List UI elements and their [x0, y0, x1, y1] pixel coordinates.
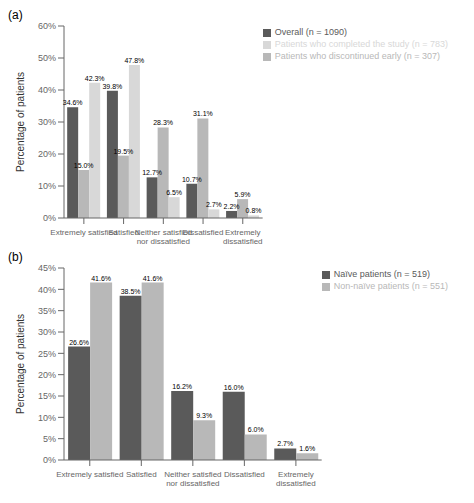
html-text:(b): (b) [8, 250, 23, 264]
svg-text:20%: 20% [38, 149, 56, 159]
svg-text:0%: 0% [43, 455, 56, 465]
svg-text:0%: 0% [43, 213, 56, 223]
svg-text:Extremelydissatisfied: Extremelydissatisfied [223, 228, 263, 246]
svg-text:16.2%: 16.2% [172, 383, 192, 390]
svg-text:Extremely satisfied: Extremely satisfied [56, 470, 123, 479]
svg-text:15%: 15% [38, 391, 56, 401]
html-text:(a): (a) [8, 8, 23, 22]
svg-text:Extremely satisfied: Extremely satisfied [50, 228, 118, 237]
svg-text:41.6%: 41.6% [91, 275, 111, 282]
svg-text:40%: 40% [38, 285, 56, 295]
svg-text:20%: 20% [38, 370, 56, 380]
svg-text:12.7%: 12.7% [142, 169, 162, 176]
svg-text:Neither satisfiednor dissatisf: Neither satisfiednor dissatisfied [164, 470, 221, 488]
html-text:Overall (n = 1090): Overall (n = 1090) [274, 27, 347, 37]
svg-text:Satisfied: Satisfied [108, 228, 139, 237]
svg-text:Extremelydissatisfied: Extremelydissatisfied [276, 470, 316, 488]
html-text:nor dissatisfied: nor dissatisfied [136, 237, 190, 246]
html-text:Neither satisfied: Neither satisfied [134, 228, 192, 237]
svg-text:41.6%: 41.6% [143, 275, 163, 282]
svg-text:40%: 40% [38, 85, 56, 95]
svg-text:Dissatisfied: Dissatisfied [183, 228, 224, 237]
svg-text:45%: 45% [38, 264, 56, 273]
svg-text:30%: 30% [38, 327, 56, 337]
svg-text:Percentage of patients: Percentage of patients [15, 314, 26, 414]
svg-text:10.7%: 10.7% [182, 176, 202, 183]
svg-text:Dissatisfied: Dissatisfied [224, 470, 265, 479]
html-text:Patients who discontinued earl: Patients who discontinued early (n = 307… [274, 51, 440, 61]
svg-text:19.5%: 19.5% [113, 148, 133, 155]
svg-text:28.3%: 28.3% [153, 119, 173, 126]
svg-text:31.1%: 31.1% [193, 110, 213, 117]
svg-text:Satisfied: Satisfied [126, 470, 157, 479]
svg-text:6.5%: 6.5% [166, 189, 182, 196]
svg-text:1.6%: 1.6% [299, 445, 315, 452]
svg-text:Percentage of patients: Percentage of patients [15, 72, 26, 172]
svg-text:26.6%: 26.6% [69, 339, 89, 346]
svg-text:5%: 5% [43, 434, 56, 444]
svg-text:2.2%: 2.2% [224, 203, 240, 210]
svg-text:39.8%: 39.8% [102, 83, 122, 90]
svg-text:47.8%: 47.8% [124, 57, 144, 64]
html-text:Patients who completed the stu: Patients who completed the study (n = 78… [274, 39, 448, 49]
svg-text:42.3%: 42.3% [85, 75, 105, 82]
svg-text:2.7%: 2.7% [277, 440, 293, 447]
svg-text:38.5%: 38.5% [121, 288, 141, 295]
svg-text:35%: 35% [38, 306, 56, 316]
svg-text:50%: 50% [38, 53, 56, 63]
svg-text:10%: 10% [38, 413, 56, 423]
html-text:Naïve patients (n = 519): Naïve patients (n = 519) [333, 269, 430, 279]
svg-text:6.0%: 6.0% [248, 426, 264, 433]
svg-text:2.7%: 2.7% [206, 201, 222, 208]
svg-text:15.0%: 15.0% [74, 162, 94, 169]
svg-text:34.6%: 34.6% [63, 99, 83, 106]
svg-text:30%: 30% [38, 117, 56, 127]
svg-text:60%: 60% [38, 22, 56, 31]
html-text:Non-naïve patients (n = 551): Non-naïve patients (n = 551) [333, 281, 448, 291]
svg-text:10%: 10% [38, 181, 56, 191]
svg-text:25%: 25% [38, 349, 56, 359]
svg-text:9.3%: 9.3% [196, 412, 212, 419]
svg-text:0.8%: 0.8% [246, 207, 262, 214]
svg-text:16.0%: 16.0% [224, 384, 244, 391]
svg-text:5.9%: 5.9% [235, 191, 251, 198]
